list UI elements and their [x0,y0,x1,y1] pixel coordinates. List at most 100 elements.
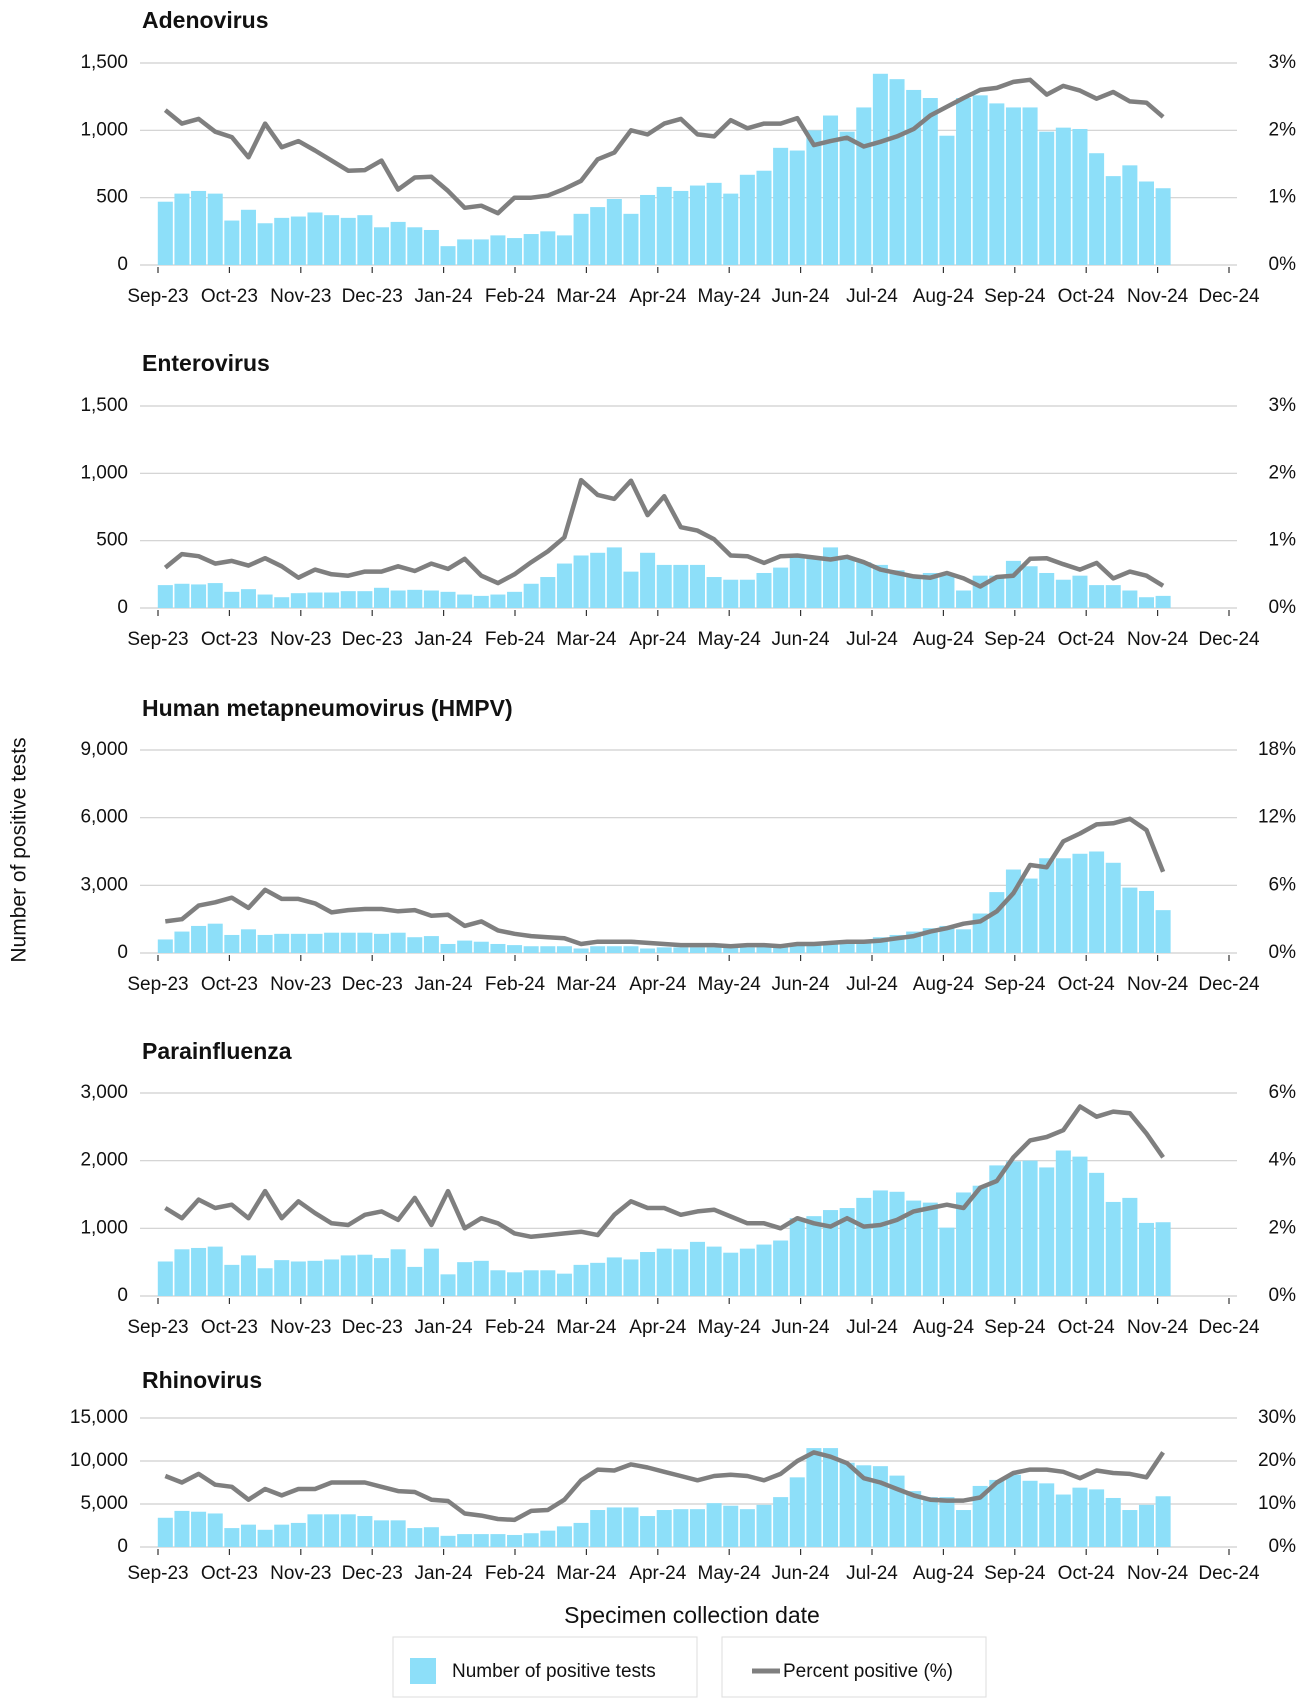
bar [1055,1494,1071,1547]
x-tick-label: Dec-23 [342,286,403,307]
x-tick-label: Jul-24 [846,1317,898,1338]
bar [207,1246,223,1296]
bar [274,933,290,953]
y2-tick-label: 6% [1269,874,1297,895]
bar [240,929,256,953]
bar [207,583,223,608]
x-tick-label: Jun-24 [772,286,831,307]
x-tick-label: Sep-24 [984,1317,1046,1338]
bar [623,1259,639,1296]
bar [1122,165,1138,265]
x-tick-label: Dec-24 [1198,1317,1260,1338]
bar [507,1534,523,1547]
x-tick-label: Sep-24 [984,629,1046,650]
x-tick-label: Jun-24 [772,974,831,995]
bar [556,1526,572,1547]
x-tick-label: Jan-24 [415,1563,474,1584]
bar [1072,128,1088,265]
x-tick-label: May-24 [698,286,762,307]
bar [1105,1201,1121,1296]
bar [324,592,340,608]
x-tick-label: Dec-23 [342,1317,403,1338]
bar [872,73,888,265]
y2-tick-label: 6% [1269,1082,1297,1103]
y2-tick-label: 0% [1269,1536,1297,1557]
bar [789,556,805,608]
bar [407,937,423,953]
bar [1105,862,1121,953]
bar [274,1260,290,1296]
bar [673,1509,689,1547]
bar [773,946,789,953]
bar [956,929,972,953]
bar [340,591,356,608]
y-tick-label: 1,000 [80,1217,128,1238]
bar [1105,1497,1121,1547]
bar [789,1218,805,1296]
bar [523,234,539,265]
bar [523,583,539,608]
bar [1089,1489,1105,1547]
line [164,1450,1165,1523]
bar [507,1272,523,1296]
bar [756,170,772,265]
y2-tick-label: 4% [1269,1150,1297,1171]
bar [473,239,489,265]
bar [440,1535,456,1547]
y2-tick-label: 12% [1258,807,1296,828]
x-tick-label: Mar-24 [556,1563,617,1584]
bar [972,1185,988,1296]
bar [773,1497,789,1547]
y2-tick-label: 30% [1258,1407,1296,1428]
bar [623,571,639,608]
bar [723,1252,739,1296]
bar [457,1534,473,1547]
x-tick-label: May-24 [698,1563,762,1584]
y-tick-label: 15,000 [70,1407,128,1428]
bar [773,1240,789,1296]
bar [274,597,290,608]
bar [573,555,589,608]
bar [1122,1510,1138,1547]
bar [573,1522,589,1547]
x-tick-label: Aug-24 [913,1317,975,1338]
bar [307,1514,323,1547]
bar [939,1227,955,1296]
bar [324,932,340,953]
bar [956,590,972,608]
x-tick-label: Jun-24 [772,629,831,650]
bar [573,213,589,265]
bar [191,925,207,953]
bar [1022,878,1038,953]
bar [473,595,489,608]
y2-tick-label: 0% [1269,597,1297,618]
y-tick-label: 3,000 [80,1082,128,1103]
bar [1039,131,1055,265]
bar [640,194,656,265]
x-tick-label: Feb-24 [485,974,546,995]
bar [689,564,705,608]
bar [373,227,390,265]
bar [407,227,423,265]
y-tick-label: 0 [117,254,128,275]
y-tick-label: 500 [96,187,128,208]
bar [773,147,789,265]
bar [523,1533,539,1547]
line [163,477,1165,589]
y2-tick-label: 20% [1258,1450,1296,1471]
x-tick-label: Feb-24 [485,1317,546,1338]
x-tick-label: Jan-24 [415,286,474,307]
x-tick-label: Jul-24 [846,629,898,650]
bar [922,98,938,265]
bar [290,216,306,265]
bar [224,591,240,608]
x-tick-label: Apr-24 [629,629,686,650]
bar [1022,107,1038,265]
bar [1039,858,1055,953]
bar [673,947,689,953]
bar [373,587,390,608]
bar [556,235,572,265]
bar [590,552,606,608]
bar [174,931,190,953]
bar [540,946,556,953]
